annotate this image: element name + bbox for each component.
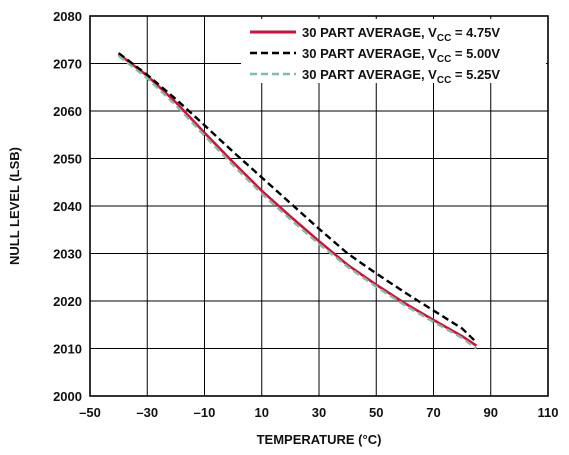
x-tick-label: –50 (79, 405, 101, 420)
legend-label-2: 30 PART AVERAGE, VCC = 5.00V (302, 46, 500, 65)
x-tick-label: –30 (136, 405, 158, 420)
legend: 30 PART AVERAGE, VCC = 4.75V 30 PART AVER… (241, 19, 546, 86)
y-tick-label: 2040 (53, 199, 82, 214)
y-tick-label: 2070 (53, 57, 82, 72)
y-tick-label: 2010 (53, 342, 82, 357)
x-tick-label: 70 (426, 405, 440, 420)
x-axis-title: TEMPERATURE (°C) (257, 432, 382, 447)
series-line-2 (117, 52, 478, 344)
legend-background (241, 19, 546, 83)
y-tick-labels: 2000 2010 2020 2030 2040 2050 2060 2070 2080 (53, 9, 82, 404)
y-tick-label: 2020 (53, 294, 82, 309)
legend-label-1: 30 PART AVERAGE, VCC = 4.75V (302, 25, 500, 44)
y-tick-label: 2060 (53, 104, 82, 119)
x-tick-label: 110 (538, 405, 559, 420)
legend-label-3: 30 PART AVERAGE, VCC = 5.25V (302, 67, 500, 86)
series-lines (117, 52, 478, 350)
plot-frame (89, 15, 549, 397)
x-tick-label: –10 (194, 405, 216, 420)
x-tick-label: 50 (369, 405, 383, 420)
y-tick-label: 2030 (53, 247, 82, 262)
x-tick-label: 90 (484, 405, 498, 420)
series-line-1 (117, 52, 478, 347)
y-axis-title: NULL LEVEL (LSB) (7, 147, 22, 265)
x-tick-label: 30 (312, 405, 326, 420)
x-tick-label: 10 (255, 405, 269, 420)
y-tick-label: 2080 (53, 9, 82, 24)
y-tick-label: 2000 (53, 389, 82, 404)
y-tick-label: 2050 (53, 152, 82, 167)
series-line-3 (117, 54, 478, 350)
x-tick-labels: –50 –30 –10 10 30 50 70 90 110 (79, 405, 558, 420)
